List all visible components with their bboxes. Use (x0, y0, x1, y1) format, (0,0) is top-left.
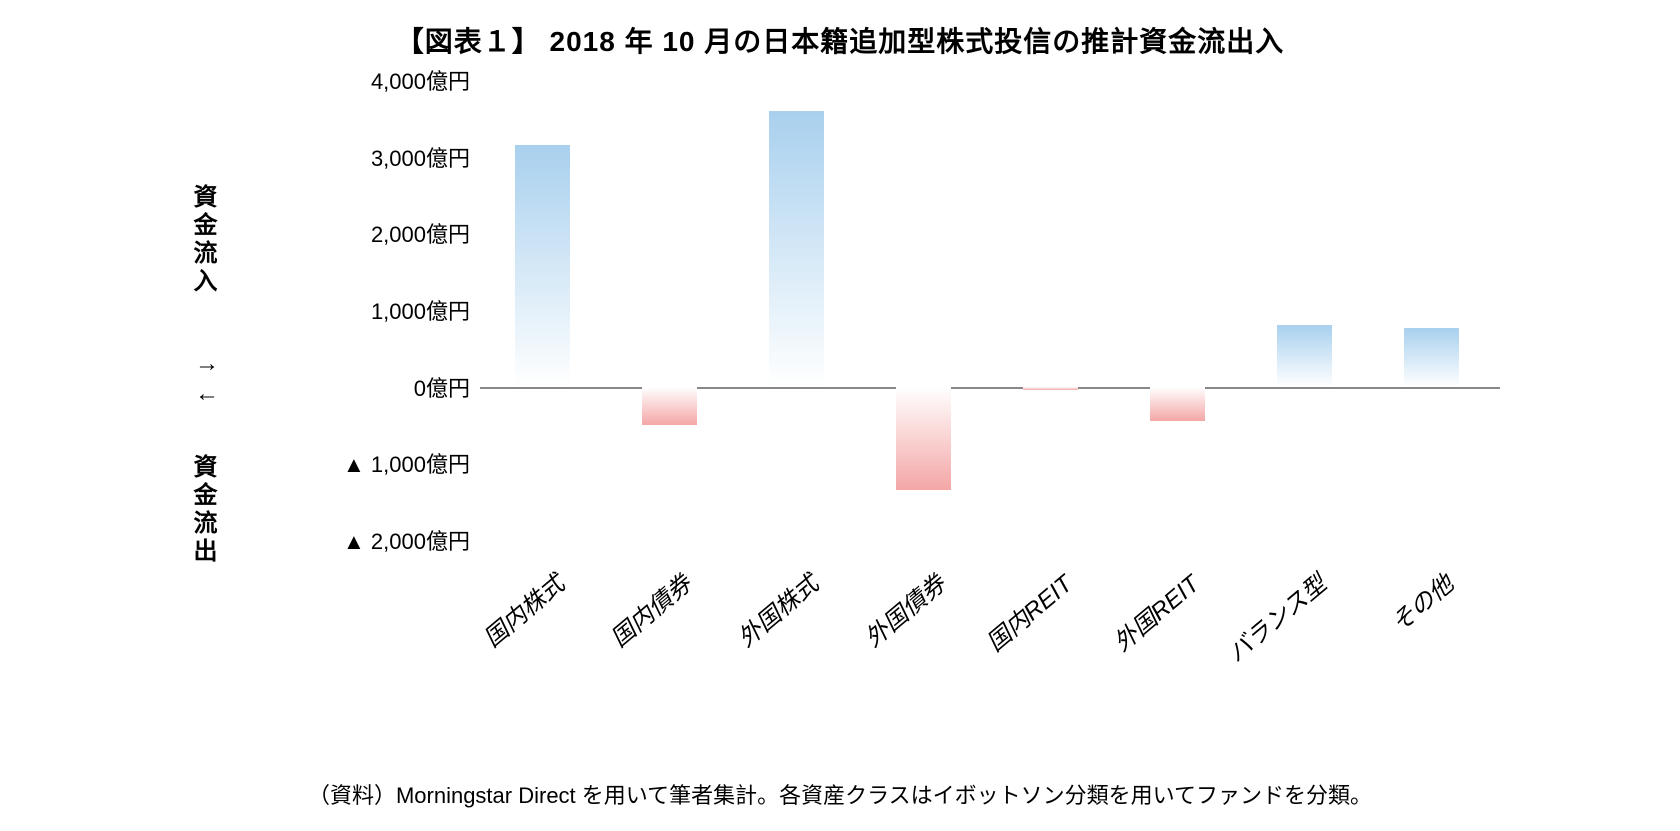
plot-wrapper: 資金流入 → ← 資金流出 4,000億円3,000億円2,000億円1,000… (300, 80, 1500, 730)
x-axis-label: バランス型 (1187, 565, 1332, 695)
y-tick-label: ▲ 2,000億円 (300, 524, 470, 556)
bar (1404, 328, 1459, 386)
y-axis-label-outflow: 資金流出 (185, 400, 220, 620)
plot-area (480, 80, 1500, 540)
x-axis-label: 国内REIT (933, 565, 1078, 695)
arrow-up: → (195, 350, 219, 378)
bar (1150, 387, 1205, 422)
x-axis-label: 外国REIT (1060, 565, 1205, 695)
y-tick-label: 0億円 (300, 371, 470, 403)
y-tick-label: ▲ 1,000億円 (300, 447, 470, 479)
bar (1023, 387, 1078, 390)
y-tick-label: 4,000億円 (300, 64, 470, 96)
bar (642, 387, 697, 425)
y-tick-label: 1,000億円 (300, 294, 470, 326)
bar (769, 111, 824, 387)
zero-line (480, 387, 1500, 389)
x-axis-labels: 国内株式国内債券外国株式外国債券国内REIT外国REITバランス型その他 (480, 555, 1500, 725)
y-tick-label: 3,000億円 (300, 141, 470, 173)
y-axis-label-inflow: 資金流入 (185, 140, 220, 340)
bar (1277, 325, 1332, 386)
bar (515, 145, 570, 387)
x-axis-label: その他 (1314, 565, 1459, 695)
chart-title: 【図表１】 2018 年 10 月の日本籍追加型株式投信の推計資金流出入 (180, 20, 1500, 60)
source-note: （資料）Morningstar Direct を用いて筆者集計。各資産クラスはイ… (180, 778, 1500, 810)
bar (896, 387, 951, 491)
y-tick-label: 2,000億円 (300, 217, 470, 249)
x-axis-label: 国内株式 (425, 565, 570, 695)
x-axis-label: 外国株式 (679, 565, 824, 695)
x-axis-label: 外国債券 (806, 565, 951, 695)
x-axis-label: 国内債券 (552, 565, 697, 695)
chart-container: 【図表１】 2018 年 10 月の日本籍追加型株式投信の推計資金流出入 資金流… (180, 20, 1500, 810)
